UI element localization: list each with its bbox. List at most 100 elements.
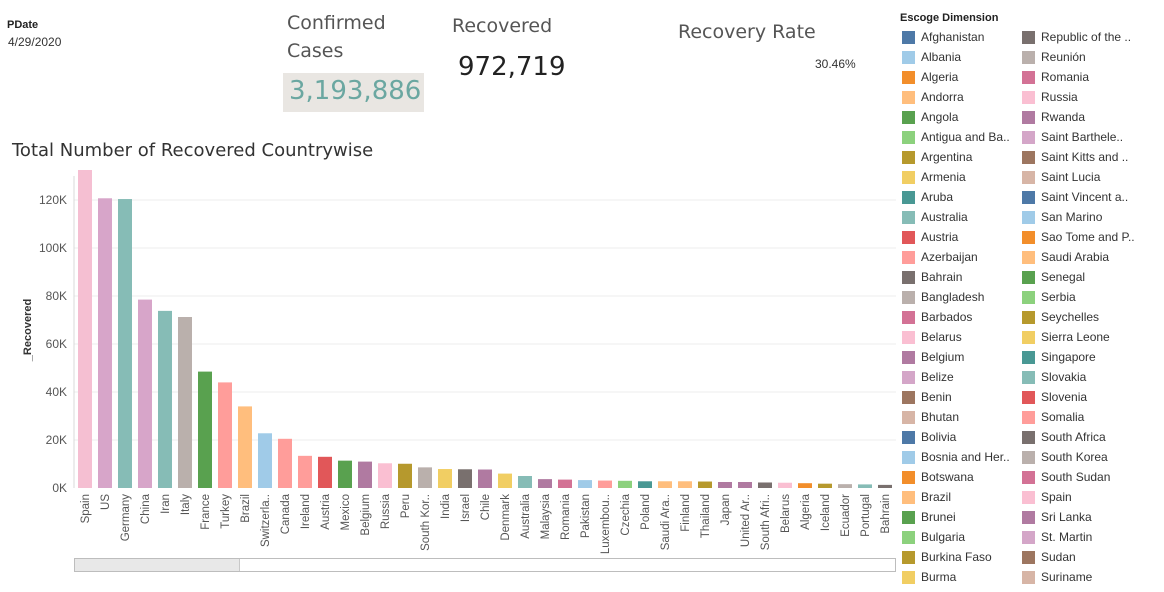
bar[interactable] xyxy=(418,467,432,488)
legend-item[interactable]: Angola xyxy=(902,107,958,127)
bar[interactable] xyxy=(818,483,832,488)
bar[interactable] xyxy=(738,482,752,488)
bar[interactable] xyxy=(538,479,552,488)
legend-item[interactable]: Russia xyxy=(1022,87,1078,107)
bar[interactable] xyxy=(798,483,812,488)
bar[interactable] xyxy=(458,469,472,488)
legend-item[interactable]: Benin xyxy=(902,387,952,407)
legend-item[interactable]: Serbia xyxy=(1022,287,1076,307)
bar[interactable] xyxy=(278,438,292,488)
legend-item[interactable]: Antigua and Ba.. xyxy=(902,127,1010,147)
legend-item[interactable]: Belgium xyxy=(902,347,964,367)
bar[interactable] xyxy=(178,317,192,488)
legend-item[interactable]: Belize xyxy=(902,367,954,387)
bar[interactable] xyxy=(438,469,452,488)
legend-item[interactable]: Bahrain xyxy=(902,267,962,287)
legend-item[interactable]: Sri Lanka xyxy=(1022,507,1092,527)
bar[interactable] xyxy=(158,310,172,488)
bar[interactable] xyxy=(478,469,492,488)
legend-item[interactable]: Suriname xyxy=(1022,567,1092,587)
legend-item[interactable]: Bangladesh xyxy=(902,287,984,307)
bar[interactable] xyxy=(198,371,212,488)
bar[interactable] xyxy=(238,406,252,488)
bar[interactable] xyxy=(258,433,272,488)
legend-item[interactable]: Saint Barthele.. xyxy=(1022,127,1123,147)
bar[interactable] xyxy=(358,461,372,488)
confirmed-cases-highlight[interactable] xyxy=(283,73,424,112)
bar[interactable] xyxy=(138,299,152,488)
bar[interactable] xyxy=(778,482,792,488)
legend-item[interactable]: Armenia xyxy=(902,167,966,187)
legend-item[interactable]: Saint Vincent a.. xyxy=(1022,187,1128,207)
legend-item[interactable]: Spain xyxy=(1022,487,1072,507)
legend-item[interactable]: Romania xyxy=(1022,67,1089,87)
bar[interactable] xyxy=(618,480,632,488)
legend-item[interactable]: Botswana xyxy=(902,467,974,487)
legend-item[interactable]: Argentina xyxy=(902,147,972,167)
bar[interactable] xyxy=(718,482,732,488)
legend-item[interactable]: Bolivia xyxy=(902,427,956,447)
legend-item[interactable]: Somalia xyxy=(1022,407,1084,427)
legend-item[interactable]: Bosnia and Her.. xyxy=(902,447,1010,467)
date-filter-value[interactable]: 4/29/2020 xyxy=(8,35,62,49)
bar[interactable] xyxy=(578,480,592,488)
bar[interactable] xyxy=(598,480,612,488)
legend-item[interactable]: Belarus xyxy=(902,327,962,347)
scrollbar-thumb[interactable] xyxy=(75,559,240,571)
legend-item[interactable]: Sierra Leone xyxy=(1022,327,1110,347)
legend-item[interactable]: Brazil xyxy=(902,487,951,507)
legend-item[interactable]: Senegal xyxy=(1022,267,1085,287)
bar[interactable] xyxy=(398,463,412,488)
legend-item[interactable]: Afghanistan xyxy=(902,27,984,47)
legend-item[interactable]: Sudan xyxy=(1022,547,1076,567)
legend-item[interactable]: Sao Tome and P.. xyxy=(1022,227,1135,247)
bar[interactable] xyxy=(118,199,132,488)
legend-item[interactable]: Azerbaijan xyxy=(902,247,978,267)
legend-item[interactable]: St. Martin xyxy=(1022,527,1092,547)
legend-item[interactable]: Bhutan xyxy=(902,407,959,427)
bar[interactable] xyxy=(98,198,112,488)
bar[interactable] xyxy=(498,473,512,488)
bar[interactable] xyxy=(378,463,392,488)
bar[interactable] xyxy=(638,481,652,488)
legend-item[interactable]: Seychelles xyxy=(1022,307,1099,327)
legend-item[interactable]: Albania xyxy=(902,47,961,67)
legend-item[interactable]: Republic of the .. xyxy=(1022,27,1131,47)
legend-item[interactable]: Austria xyxy=(902,227,958,247)
bar[interactable] xyxy=(678,481,692,488)
legend-item[interactable]: Saudi Arabia xyxy=(1022,247,1109,267)
legend-item[interactable]: South Sudan xyxy=(1022,467,1110,487)
legend-item[interactable]: South Africa xyxy=(1022,427,1106,447)
bar[interactable] xyxy=(338,460,352,488)
bar[interactable] xyxy=(558,479,572,488)
bar[interactable] xyxy=(298,455,312,488)
bar[interactable] xyxy=(658,481,672,488)
bar[interactable] xyxy=(518,476,532,488)
legend-item[interactable]: South Korea xyxy=(1022,447,1108,467)
legend-item[interactable]: Brunei xyxy=(902,507,956,527)
bar[interactable] xyxy=(78,170,92,488)
bar[interactable] xyxy=(758,482,772,488)
legend-item[interactable]: Burkina Faso xyxy=(902,547,992,567)
bar[interactable] xyxy=(318,456,332,488)
legend-item[interactable]: Slovenia xyxy=(1022,387,1087,407)
legend-item[interactable]: Algeria xyxy=(902,67,958,87)
bar[interactable] xyxy=(838,484,852,488)
horizontal-scrollbar[interactable] xyxy=(74,558,896,572)
bar[interactable] xyxy=(218,382,232,488)
legend-item[interactable]: Bulgaria xyxy=(902,527,965,547)
legend-item[interactable]: Saint Lucia xyxy=(1022,167,1100,187)
legend-item[interactable]: Saint Kitts and .. xyxy=(1022,147,1128,167)
legend-item[interactable]: Australia xyxy=(902,207,968,227)
bar[interactable] xyxy=(858,484,872,488)
legend-item[interactable]: Reunión xyxy=(1022,47,1086,67)
legend-item[interactable]: San Marino xyxy=(1022,207,1102,227)
bar[interactable] xyxy=(878,484,892,488)
legend-item[interactable]: Aruba xyxy=(902,187,953,207)
legend-item[interactable]: Andorra xyxy=(902,87,964,107)
legend-item[interactable]: Burma xyxy=(902,567,956,587)
legend-item[interactable]: Singapore xyxy=(1022,347,1096,367)
bar[interactable] xyxy=(698,481,712,488)
legend-item[interactable]: Slovakia xyxy=(1022,367,1086,387)
legend-item[interactable]: Rwanda xyxy=(1022,107,1085,127)
